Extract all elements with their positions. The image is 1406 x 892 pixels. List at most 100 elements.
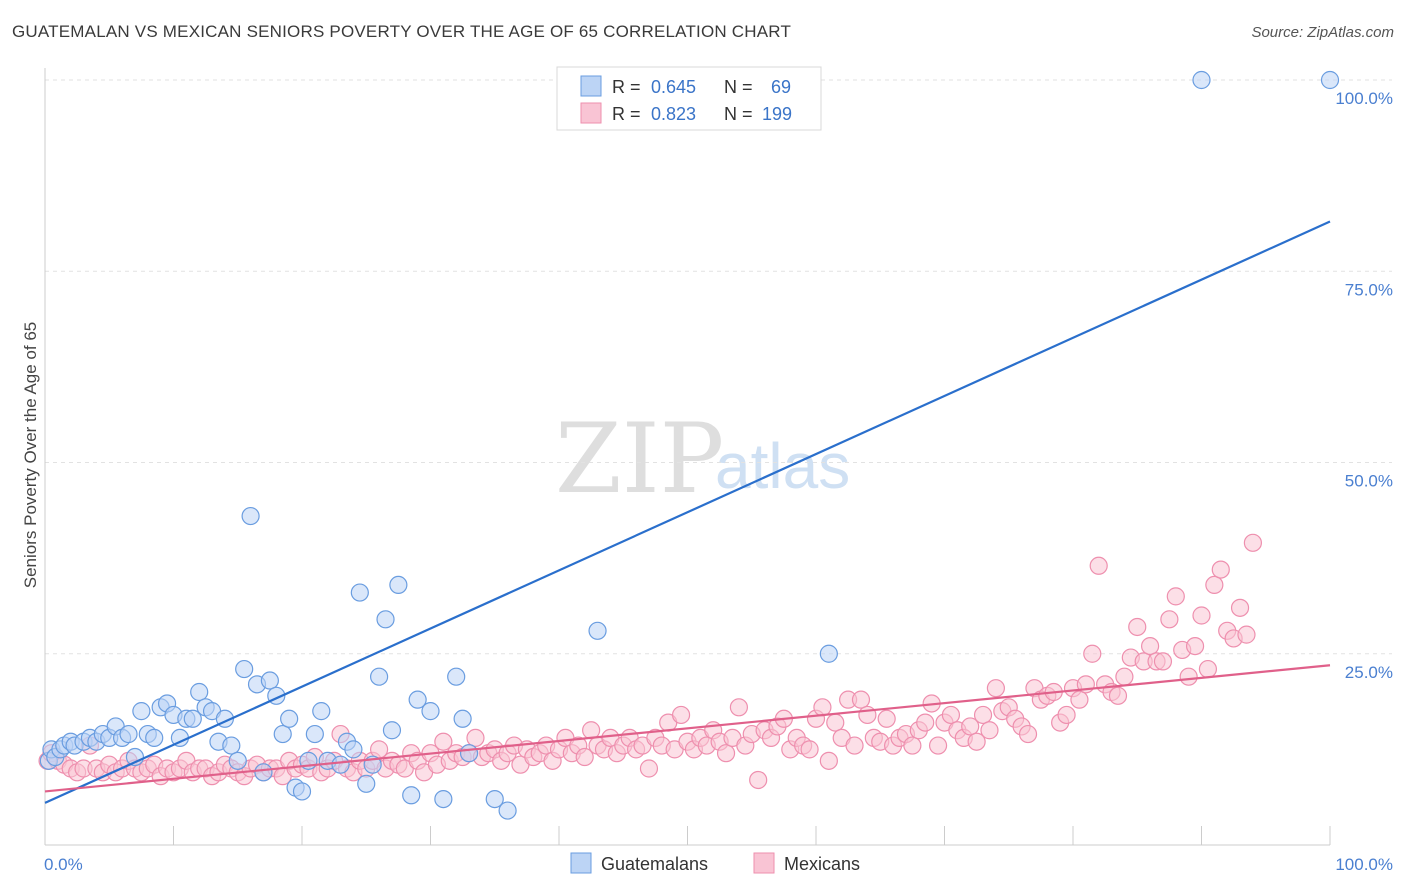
guatemalan-point-60: [447, 667, 466, 686]
mexican-point-122: [819, 751, 838, 770]
mexican-point-175: [1160, 610, 1179, 629]
guatemalan-point-36: [260, 671, 279, 690]
guatemalan-point-62: [459, 744, 479, 763]
guatemalan-point-59: [434, 789, 453, 809]
y-tick-labels: 25.0% 50.0% 75.0% 100.0%: [1335, 89, 1393, 682]
guatemalan-point-41: [292, 782, 312, 801]
mexican-point-62: [434, 732, 453, 751]
guatemalan-point-24: [183, 709, 202, 728]
mexican-point-94: [639, 759, 659, 778]
mexican-point-84: [575, 747, 594, 767]
bottom-legend-guatemalans-swatch: [570, 852, 592, 874]
guatemalan-point-66: [819, 644, 838, 663]
mexican-point-181: [1198, 659, 1218, 679]
legend-n-label-1: N =: [724, 77, 753, 97]
legend-guatemalan-n: 69: [771, 77, 791, 97]
x-tick-label-0: 0.0%: [44, 855, 83, 874]
mexicans-points: [38, 533, 1263, 790]
guatemalan-point-48: [344, 740, 363, 759]
y-tick-label-1: 50.0%: [1345, 472, 1393, 491]
mexican-point-153: [1018, 724, 1038, 744]
watermark: ZIP atlas: [555, 403, 850, 515]
guatemalan-point-39: [280, 709, 299, 728]
guatemalan-point-46: [331, 755, 350, 774]
mexican-point-186: [1230, 598, 1250, 617]
guatemalan-point-65: [588, 621, 607, 640]
legend-r-label-2: R =: [612, 104, 641, 124]
chart-title: GUATEMALAN VS MEXICAN SENIORS POVERTY OV…: [12, 22, 792, 41]
guatemalan-trend-line: [44, 220, 1331, 804]
guatemalan-point-67: [1320, 70, 1340, 90]
guatemalan-point-16: [132, 702, 151, 721]
guatemalan-point-53: [376, 610, 395, 629]
mexican-point-187: [1237, 625, 1256, 644]
guatemalan-point-64: [498, 801, 517, 820]
mexican-point-148: [986, 679, 1006, 698]
guatemalan-point-55: [389, 575, 408, 595]
mexican-point-168: [1115, 667, 1134, 686]
guatemalan-point-54: [382, 721, 402, 740]
mexican-point-161: [1070, 690, 1089, 709]
chart-source: Source: ZipAtlas.com: [1251, 24, 1394, 41]
mexican-point-126: [845, 736, 864, 755]
mexican-point-67: [466, 728, 485, 748]
x-tick-labels: 0.0% 100.0%: [44, 855, 1393, 874]
bottom-legend-mexicans-swatch: [753, 852, 775, 874]
watermark-zip: ZIP: [555, 403, 724, 515]
guatemalan-point-30: [222, 736, 241, 755]
guatemalan-point-52: [370, 667, 389, 686]
mexican-point-172: [1140, 636, 1160, 656]
guatemalan-point-63: [485, 789, 504, 809]
mexican-point-178: [1179, 667, 1198, 686]
legend-mexican-n: 199: [762, 104, 792, 124]
guatemalan-point-68: [1192, 70, 1211, 90]
mexican-point-144: [961, 717, 980, 736]
guatemalan-point-56: [402, 786, 421, 805]
mexican-point-170: [1128, 617, 1147, 637]
mexican-point-111: [749, 770, 768, 790]
mexican-point-145: [967, 732, 986, 751]
guatemalans-points: [39, 70, 1340, 820]
guatemalan-point-43: [305, 724, 324, 744]
legend-guatemalan-r: 0.645: [651, 77, 696, 97]
mexican-point-137: [916, 713, 935, 732]
mexican-point-176: [1166, 587, 1185, 606]
mexican-point-183: [1211, 560, 1230, 579]
y-axis-label: Seniors Poverty Over the Age of 65: [21, 322, 40, 588]
guatemalan-point-33: [241, 506, 260, 526]
legend-guatemalan-swatch: [580, 75, 602, 97]
guatemalan-point-58: [421, 702, 440, 721]
mexican-point-180: [1192, 606, 1211, 625]
bottom-legend-guatemalans: Guatemalans: [601, 854, 708, 874]
mexican-point-179: [1185, 636, 1205, 656]
mexican-point-167: [1108, 686, 1128, 705]
guatemalan-point-50: [357, 774, 376, 793]
mexican-point-164: [1089, 556, 1108, 575]
correlation-legend: R = 0.645 N = 69 R = 0.823 N = 199: [556, 66, 822, 131]
mexican-point-139: [928, 736, 948, 755]
guatemalan-point-57: [408, 690, 427, 709]
mexican-point-119: [800, 740, 819, 759]
mexican-point-121: [813, 698, 832, 717]
mexican-point-163: [1083, 644, 1102, 663]
mexican-point-182: [1205, 575, 1224, 595]
mexican-trend-line: [44, 664, 1331, 793]
guatemalan-point-38: [273, 724, 292, 744]
legend-mexican-swatch: [580, 102, 602, 124]
mexican-point-147: [980, 721, 999, 740]
mexican-point-108: [729, 698, 749, 717]
guatemalan-point-31: [228, 751, 247, 770]
guatemalan-point-32: [235, 659, 254, 679]
y-tick-label-3: 100.0%: [1335, 89, 1393, 108]
legend-mexican-r: 0.823: [651, 104, 696, 124]
trend-lines: [44, 220, 1331, 804]
guatemalan-point-18: [145, 728, 164, 748]
guatemalan-point-25: [190, 682, 209, 702]
x-tick-label-1: 100.0%: [1335, 855, 1393, 874]
y-tick-label-0: 25.0%: [1345, 663, 1393, 682]
y-tick-label-2: 75.0%: [1345, 280, 1393, 299]
mexican-point-127: [851, 690, 871, 709]
mexican-point-141: [941, 705, 961, 725]
mexican-point-123: [826, 713, 845, 732]
